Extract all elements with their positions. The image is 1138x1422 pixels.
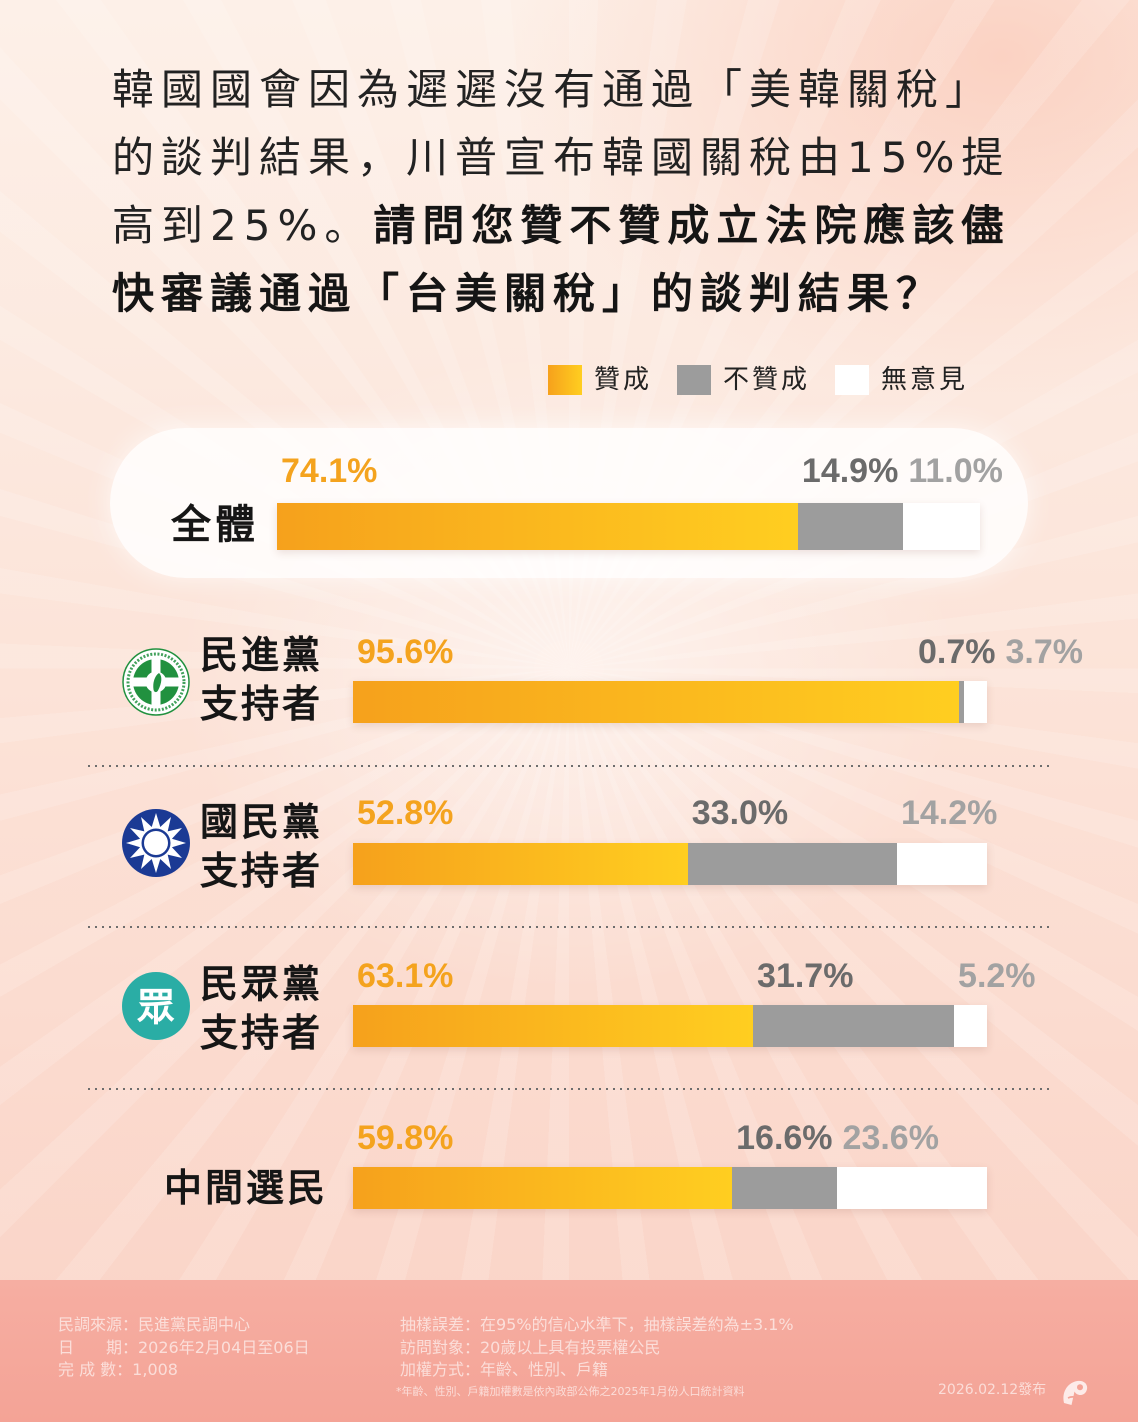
legend-label: 不贊成 [723, 365, 811, 395]
data-label: 11.0% [908, 452, 1003, 490]
legend-item-disapprove: 不贊成 [677, 365, 810, 395]
bar-segment-approve [353, 843, 688, 885]
data-label: 0.7% [918, 633, 996, 671]
data-label: 16.6% [736, 1119, 833, 1157]
stacked-bar [353, 843, 987, 885]
stacked-bar [277, 503, 980, 550]
data-label: 14.2% [900, 794, 998, 832]
data-label: 14.9% [801, 452, 899, 490]
row-separator [88, 1088, 1052, 1090]
poll-source: 民調來源：民進黨民調中心 [58, 1315, 251, 1334]
bar-segment-no-opinion [963, 681, 987, 723]
chart-legend: 贊成 不贊成 無意見 [548, 365, 968, 395]
bar-segment-no-opinion [896, 843, 987, 885]
question-emphasis: 請問您贊不贊成立法院應該儘 [373, 201, 1011, 250]
bar-segment-approve [353, 1167, 733, 1209]
poll-sample-size: 完 成 數：1,008 [58, 1360, 178, 1379]
stacked-bar [353, 1005, 987, 1047]
category-label: 全體 [171, 502, 259, 548]
stacked-bar [353, 1167, 987, 1209]
bar-segment-approve [353, 681, 960, 723]
data-label: 74.1% [281, 452, 378, 490]
weighting-note: *年齡、性別、戶籍加權數是依內政部公佈之2025年1月份人口統計資料 [396, 1385, 745, 1398]
legend-label: 無意見 [881, 365, 969, 395]
question-emphasis-line: 快審議通過「台美關稅」的談判結果？ [112, 269, 946, 318]
category-label: 民眾黨支持者 [200, 962, 324, 1055]
data-label: 31.7% [757, 957, 854, 995]
data-label: 95.6% [357, 633, 454, 671]
question-line: 的談判結果，川普宣布韓國關稅由15%提 [112, 133, 1011, 182]
legend-swatch [835, 365, 870, 395]
data-label: 5.2% [958, 957, 1036, 995]
bar-segment-approve [277, 503, 798, 550]
bar-segment-disapprove [959, 681, 964, 723]
poll-weighting: 加權方式：年齡、性別、戶籍 [400, 1360, 609, 1379]
bar-segment-disapprove [732, 1167, 838, 1209]
data-label: 63.1% [357, 957, 454, 995]
question-line: 高到25%。請問您贊不贊成立法院應該儘 [112, 192, 1010, 260]
row-separator [88, 765, 1052, 767]
footer-meta-right: 抽樣誤差：在95%的信心水準下，抽樣誤差約為±3.1% 訪問對象：20歲以上具有… [400, 1314, 794, 1382]
legend-swatch [548, 365, 582, 395]
legend-swatch [677, 365, 712, 395]
row-separator [88, 926, 1052, 928]
bar-segment-disapprove [753, 1005, 955, 1047]
legend-item-approve: 贊成 [548, 365, 652, 395]
question-line: 韓國國會因為遲遲沒有通過「美韓關稅」 [112, 65, 995, 114]
footer-meta-left: 民調來源：民進黨民調中心 日 期：2026年2月04日至06日 完 成 數：1,… [58, 1314, 310, 1382]
legend-item-no-opinion: 無意見 [835, 365, 968, 395]
data-label: 52.8% [357, 794, 454, 832]
question-text: 高到25%。 [112, 201, 374, 250]
data-label: 23.6% [842, 1119, 939, 1157]
kmt-logo-icon [122, 809, 190, 877]
data-label: 3.7% [1005, 633, 1084, 671]
stacked-bar [353, 681, 987, 723]
data-label: 33.0% [691, 794, 789, 832]
poll-respondents: 訪問對象：20歲以上具有投票權公民 [400, 1337, 661, 1357]
poll-date: 日 期：2026年2月04日至06日 [58, 1337, 310, 1357]
bar-segment-no-opinion [902, 503, 980, 550]
tpp-logo-icon: 眾 [122, 972, 190, 1040]
footer: 民調來源：民進黨民調中心 日 期：2026年2月04日至06日 完 成 數：1,… [0, 1280, 1138, 1422]
bar-segment-approve [353, 1005, 754, 1047]
bar-segment-disapprove [687, 843, 897, 885]
bar-segment-no-opinion [837, 1167, 987, 1209]
tpp-logo-glyph: 眾 [137, 985, 175, 1029]
bar-segment-disapprove [797, 503, 903, 550]
publish-date: 2026.02.12發布 [938, 1382, 1047, 1398]
bar-segment-no-opinion [954, 1005, 987, 1047]
category-label: 國民黨支持者 [200, 800, 324, 893]
data-label: 59.8% [357, 1119, 454, 1157]
category-label: 中間選民 [163, 1166, 328, 1210]
poll-margin-of-error: 抽樣誤差：在95%的信心水準下，抽樣誤差約為±3.1% [400, 1315, 794, 1334]
dpp-logo-icon [122, 648, 190, 716]
legend-label: 贊成 [594, 365, 653, 395]
question-title: 韓國國會因為遲遲沒有通過「美韓關稅」 的談判結果，川普宣布韓國關稅由15%提 高… [112, 56, 1010, 328]
publisher-logo-icon [1058, 1374, 1092, 1408]
stacked-bar-chart: 全體 74.1% 14.9% 11.0% 民進黨支持者 95.6% 0.7% 3.7% 國民黨支… [88, 428, 1084, 1210]
category-label: 民進黨支持者 [200, 633, 324, 726]
